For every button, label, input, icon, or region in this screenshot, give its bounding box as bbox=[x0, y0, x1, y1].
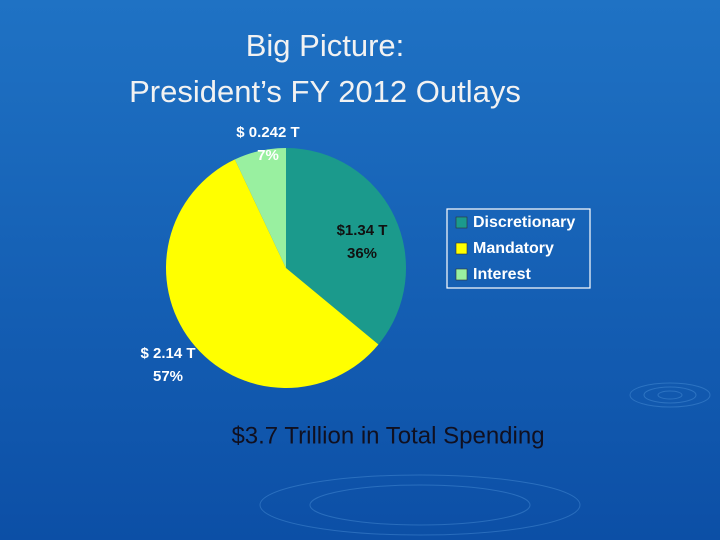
pie-slice bbox=[286, 148, 406, 345]
chart-title: Big Picture: bbox=[246, 28, 405, 63]
legend-swatch bbox=[455, 216, 468, 229]
legend-box bbox=[446, 208, 591, 289]
legend-label: Mandatory bbox=[473, 240, 554, 257]
legend: Discretionary Mandatory Interest bbox=[455, 214, 575, 283]
legend-swatch bbox=[455, 268, 468, 281]
pie: $1.34 T 36% $ 2.14 T 57% $ 0.242 T 7% bbox=[140, 124, 406, 388]
pie-slice bbox=[166, 159, 379, 388]
legend-swatch bbox=[455, 242, 468, 255]
ripple-decoration bbox=[259, 382, 711, 536]
data-label: 36% bbox=[347, 245, 377, 262]
legend-label: Discretionary bbox=[473, 214, 575, 231]
amount-label: $ 0.242 T bbox=[236, 124, 299, 141]
amount-label: $ 2.14 T bbox=[140, 345, 195, 362]
data-label: 57% bbox=[153, 368, 183, 385]
annotation: $3.7 Trillion in Total Spending bbox=[231, 422, 544, 449]
pie-slice bbox=[234, 148, 286, 268]
data-label: 7% bbox=[257, 147, 279, 164]
amount-label: $1.34 T bbox=[337, 222, 388, 239]
chart-title: President’s FY 2012 Outlays bbox=[129, 74, 521, 109]
legend-label: Interest bbox=[473, 266, 531, 283]
